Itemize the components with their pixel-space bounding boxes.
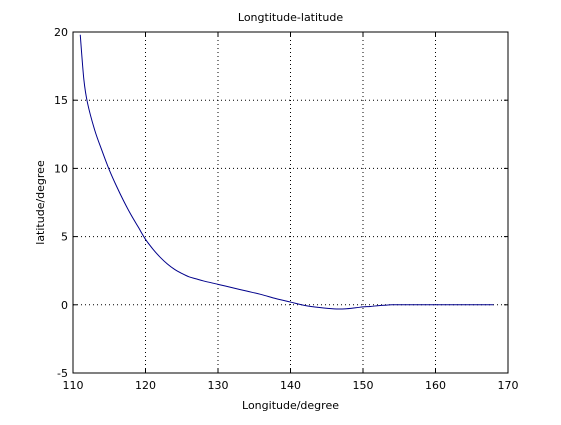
- y-tick-label: 0: [61, 299, 68, 312]
- x-axis-tick-labels: 110 120 130 140 150 160 170: [63, 379, 519, 392]
- x-axis-label: Longitude/degree: [242, 399, 339, 412]
- y-axis-tick-labels: -5 0 5 10 15 20: [54, 26, 68, 380]
- plot-area: [72, 31, 509, 374]
- y-tick-label: -5: [57, 367, 68, 380]
- x-tick-label: 120: [135, 379, 156, 392]
- y-tick-label: 15: [54, 94, 68, 107]
- y-axis-label: latitude/degree: [34, 160, 47, 245]
- x-tick-label: 160: [425, 379, 446, 392]
- chart-title: Longtitude-latitude: [238, 11, 343, 24]
- series-line: [79, 34, 494, 310]
- y-tick-label: 5: [61, 231, 68, 244]
- x-tick-label: 170: [498, 379, 519, 392]
- x-tick-label: 110: [63, 379, 84, 392]
- x-tick-label: 130: [208, 379, 229, 392]
- axis-ticks: [72, 31, 509, 374]
- x-tick-label: 140: [280, 379, 301, 392]
- x-tick-label: 150: [353, 379, 374, 392]
- y-tick-label: 20: [54, 26, 68, 39]
- grid: [72, 31, 509, 374]
- y-tick-label: 10: [54, 162, 68, 175]
